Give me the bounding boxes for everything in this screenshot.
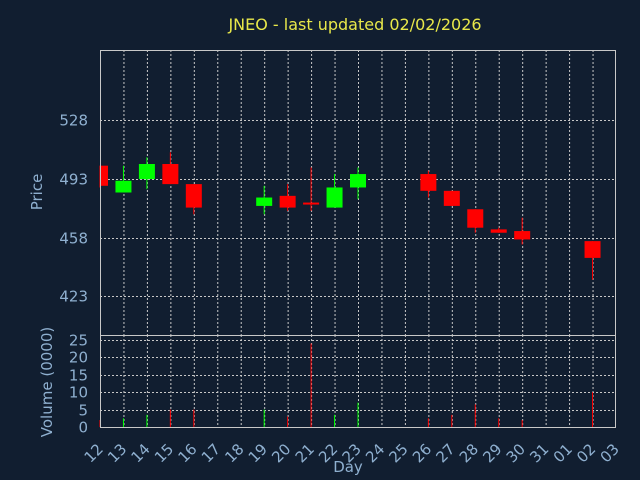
x-tick-label: 18 <box>221 440 247 466</box>
grid-layer <box>100 50 616 427</box>
x-tick-label: 13 <box>104 440 130 466</box>
volume-tick-label: 5 <box>78 402 88 420</box>
x-tick-label: 28 <box>456 440 482 466</box>
candle-body <box>303 202 320 205</box>
chart-title: JNEO - last updated 02/02/2026 <box>227 15 481 34</box>
x-tick-label: 19 <box>245 440 271 466</box>
x-tick-label: 16 <box>174 440 200 466</box>
x-tick-label: 12 <box>81 440 107 466</box>
x-tick-label: 26 <box>409 440 435 466</box>
x-tick-label: 03 <box>597 440 623 466</box>
x-tick-label: 01 <box>550 440 576 466</box>
frame-layer <box>100 50 616 428</box>
candle-body <box>326 187 343 208</box>
candle-body <box>185 184 202 208</box>
volume-panel-frame <box>100 335 616 428</box>
candle-body <box>350 174 366 188</box>
volume-tick-label: 20 <box>69 349 88 367</box>
candle-body <box>443 190 460 206</box>
candle-body <box>514 231 531 240</box>
x-tick-label: 02 <box>573 440 599 466</box>
x-tick-label: 27 <box>432 440 458 466</box>
price-tick-label: 493 <box>59 171 88 189</box>
candle-body <box>115 180 132 193</box>
candle-body <box>256 197 273 206</box>
volume-tick-label: 0 <box>78 419 88 437</box>
volume-tick-label: 15 <box>69 367 88 385</box>
x-tick-label: 30 <box>503 440 529 466</box>
x-tick-label: 15 <box>151 440 177 466</box>
volume-axis-label: Volume (0000) <box>38 327 56 437</box>
candle-body <box>584 241 601 258</box>
x-tick-label: 21 <box>292 440 318 466</box>
volume-tick-label: 10 <box>69 384 88 402</box>
candle-body <box>162 164 179 185</box>
price-tick-label: 423 <box>59 288 88 306</box>
x-tick-label: 29 <box>479 440 505 466</box>
candle-body <box>467 209 484 228</box>
x-axis-label: Day <box>333 458 363 476</box>
marks-layer <box>99 152 601 427</box>
x-tick-label: 17 <box>198 440 224 466</box>
price-axis-label: Price <box>28 174 46 211</box>
candle-body <box>100 165 108 186</box>
x-tick-label: 14 <box>128 440 154 466</box>
x-tick-label: 25 <box>386 440 412 466</box>
candle-body <box>490 229 507 233</box>
candle-body <box>279 195 296 208</box>
volume-tick-label: 25 <box>69 332 88 350</box>
x-tick-label: 24 <box>362 440 388 466</box>
price-tick-label: 528 <box>59 112 88 130</box>
candle-body <box>138 164 155 180</box>
candle-body <box>420 174 437 191</box>
x-tick-label: 31 <box>526 440 552 466</box>
price-tick-label: 458 <box>59 230 88 248</box>
x-tick-label: 20 <box>268 440 294 466</box>
